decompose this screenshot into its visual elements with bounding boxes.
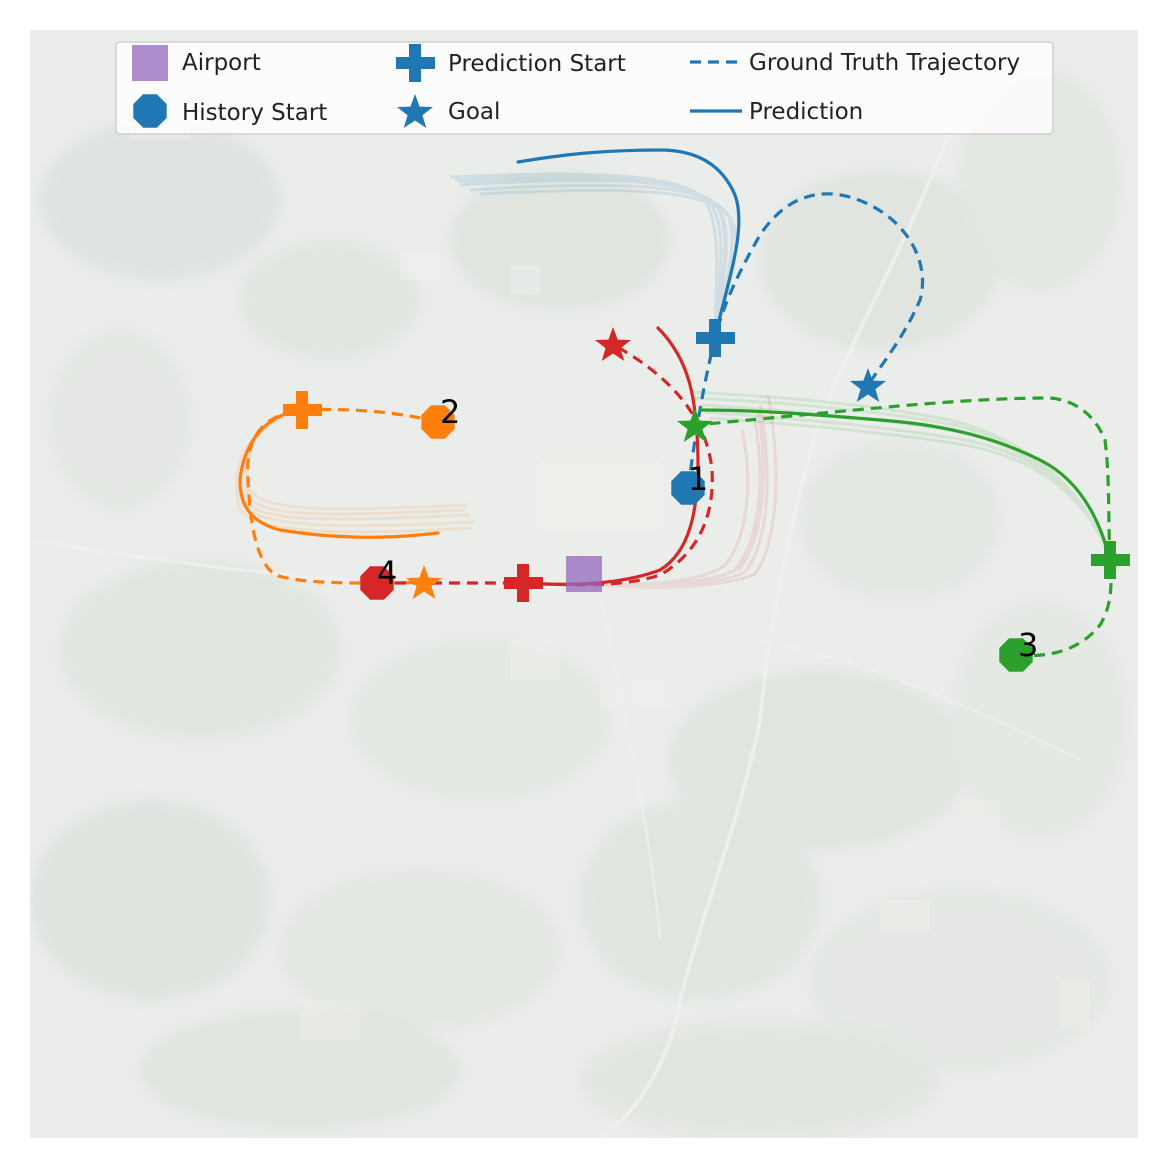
agent-3-history-start [999,638,1033,672]
legend: Airport History Start Prediction Start G… [115,41,1054,135]
legend-goal-label: Goal [448,99,500,125]
agent-label-1: 1 [688,460,708,498]
legend-box [115,41,1054,135]
agent-4-prediction-start [504,564,543,602]
airport-marker [566,556,602,592]
agent-2-prediction [238,408,440,539]
satellite-background [30,30,1138,1138]
agent-4-goal [595,327,631,361]
agent-3-ground-truth [694,396,1113,658]
legend-history-start-label: History Start [182,100,327,126]
legend-prediction-start-label: Prediction Start [448,51,626,77]
agent-3-prediction-samples [689,390,1112,561]
agent-1-history-start [671,471,705,505]
agent-label-3: 3 [1018,626,1038,664]
agent-1-goal [850,368,886,402]
legend-prediction-label: Prediction [749,99,863,125]
agent-1-prediction [516,148,741,340]
agent-2-prediction-start [283,391,322,429]
legend-history-start-icon [133,94,167,128]
prediction-trajectories [238,148,1112,586]
agent-2-history-start [421,405,455,439]
trajectory-markers [283,319,1130,672]
agent-3-prediction [698,408,1112,562]
legend-ground-truth-label: Ground Truth Trajectory [749,50,1020,76]
agent-3-prediction-start [1091,541,1130,579]
legend-airport-icon [132,45,168,81]
agent-label-2: 2 [440,393,460,431]
legend-airport-label: Airport [182,50,261,76]
agent-4-ground-truth [377,342,714,587]
agent-3-goal [677,408,713,442]
agent-1-ground-truth [686,192,925,489]
legend-goal-icon [397,94,433,128]
agent-2-goal [406,565,442,599]
agent-labels: 1 2 3 4 [377,393,1038,664]
agent-1-prediction-start [696,319,735,357]
agent-label-4: 4 [377,554,397,592]
legend-prediction-start-icon [396,44,435,82]
agent-1-prediction-samples [449,172,738,339]
prediction-samples [235,172,1112,589]
agent-4-history-start [360,566,394,600]
